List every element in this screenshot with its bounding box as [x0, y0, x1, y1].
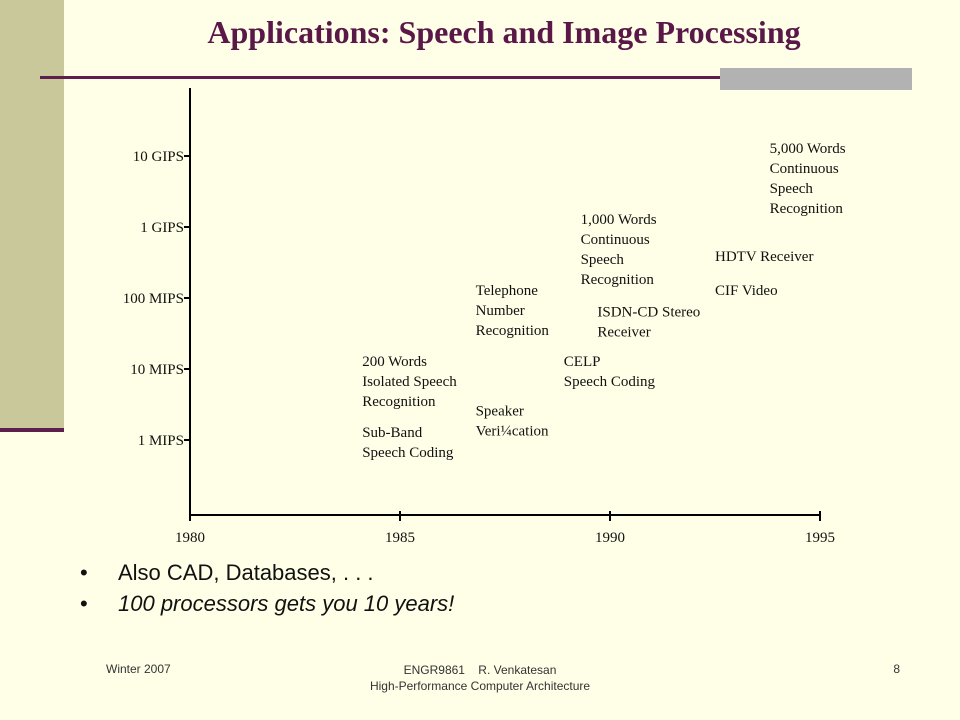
bullet-item: • 100 processors gets you 10 years! [80, 591, 454, 622]
data-point-label: CIF Video [715, 283, 778, 299]
data-point-label-line: Recognition [362, 394, 436, 410]
data-point-label-line: Speech [770, 181, 814, 197]
data-point-label: 200 Words Isolated Speech Recognition [362, 354, 457, 410]
slide-title: Applications: Speech and Image Processin… [207, 14, 801, 50]
side-accent-bar [0, 0, 64, 428]
data-point-label-line: Speaker [476, 404, 524, 420]
y-tick-label: 10 GIPS [133, 149, 184, 165]
chart-axes [189, 88, 820, 516]
data-point-label-line: HDTV Receiver [715, 249, 813, 265]
data-point-label: ISDN-CD Stereo Receiver [597, 304, 700, 340]
data-point-label-line: CIF Video [715, 283, 778, 299]
data-point-label-line: Continuous [770, 161, 839, 177]
data-point-label: 1,000 Words Continuous Speech Recognition [581, 212, 657, 288]
data-point-label-line: ISDN-CD Stereo [597, 304, 700, 320]
bullet-text: Also CAD, Databases, . . . [118, 560, 374, 585]
data-point-label-line: Speech Coding [362, 445, 454, 461]
data-point-label-line: Recognition [770, 201, 844, 217]
title-rule [40, 76, 912, 79]
footer-course: ENGR9861 R. Venkatesan High-Performance … [330, 662, 630, 694]
data-point-label-line: 200 Words [362, 354, 427, 370]
data-point-label-line: Speech Coding [564, 374, 656, 390]
data-point-label: Telephone Number Recognition [476, 283, 550, 339]
bullet-item: • Also CAD, Databases, . . . [80, 560, 454, 591]
data-point-label-line: Recognition [581, 272, 655, 288]
chart-point-labels: Sub-Band Speech Coding 200 Words Isolated S… [362, 141, 846, 461]
footer-course-line: ENGR9861 R. Venkatesan [403, 663, 557, 677]
data-point-label-line: 1,000 Words [581, 212, 657, 228]
side-accent-rule [0, 428, 64, 432]
bullet-list: • Also CAD, Databases, . . . • 100 proce… [80, 560, 454, 622]
data-point-label: CELP Speech Coding [564, 354, 656, 390]
y-tick-label: 1 GIPS [140, 220, 184, 236]
footer-course-title: High-Performance Computer Architecture [369, 679, 591, 693]
data-point-label-line: Speech [581, 252, 625, 268]
data-point-label-line: Receiver [597, 324, 650, 340]
chart-ticks: 1980 1985 1990 1995 1 MIPS 10 MIPS 100 MIPS 1 G… [123, 149, 835, 546]
data-point-label-line: CELP [564, 354, 601, 370]
x-tick-label: 1995 [805, 530, 835, 546]
page-number: 8 [893, 662, 900, 676]
x-tick-label: 1980 [175, 530, 205, 546]
bullet-dot: • [80, 591, 88, 616]
data-point-label-line: Recognition [476, 323, 550, 339]
data-point-label: Speaker Veri¼cation [476, 404, 549, 440]
bullet-dot: • [80, 560, 88, 585]
data-point-label-line: Telephone [476, 283, 539, 299]
data-point-label-line: Veri¼cation [476, 424, 549, 440]
data-point-label-line: Number [476, 303, 525, 319]
footer-term: Winter 2007 [106, 662, 171, 676]
data-point-label: Sub-Band Speech Coding [362, 425, 454, 461]
data-point-label-line: 5,000 Words [770, 141, 846, 157]
title-accent-block [720, 68, 912, 90]
y-tick-label: 10 MIPS [130, 362, 184, 378]
data-point-label-line: Continuous [581, 232, 650, 248]
data-point-label: 5,000 Words Continuous Speech Recognition [770, 141, 846, 217]
bullet-text: 100 processors gets you 10 years! [118, 591, 455, 616]
data-point-label-line: Sub-Band [362, 425, 423, 441]
data-point-label: HDTV Receiver [715, 249, 813, 265]
x-tick-label: 1985 [385, 530, 415, 546]
x-tick-label: 1990 [595, 530, 625, 546]
y-tick-label: 100 MIPS [123, 291, 184, 307]
y-tick-label: 1 MIPS [138, 433, 184, 449]
data-point-label-line: Isolated Speech [362, 374, 457, 390]
